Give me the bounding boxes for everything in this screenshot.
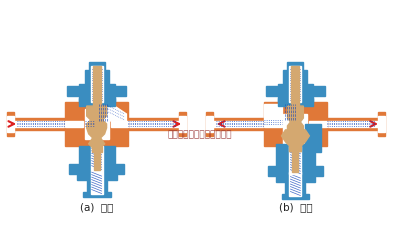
Bar (288, 63, 303, 71)
Bar (7, 112, 14, 136)
Text: 多仪阀门（上海）有限公司: 多仪阀门（上海）有限公司 (168, 130, 232, 139)
Bar (211, 121, 266, 127)
Bar (83, 97, 110, 152)
Bar (87, 170, 106, 194)
Text: (a)  分流: (a) 分流 (80, 202, 113, 212)
Bar (292, 150, 298, 172)
Bar (206, 112, 213, 136)
Polygon shape (87, 128, 106, 148)
Bar (292, 67, 299, 106)
Bar (290, 172, 301, 196)
Polygon shape (288, 106, 303, 130)
Bar (276, 144, 315, 174)
Bar (91, 170, 102, 194)
Bar (278, 85, 313, 103)
Bar (290, 146, 301, 174)
Bar (77, 170, 116, 180)
Bar (286, 172, 305, 196)
Bar (325, 118, 380, 130)
Bar (126, 121, 181, 127)
Bar (79, 85, 114, 103)
Text: (b)  合流: (b) 合流 (279, 202, 312, 212)
Bar (309, 121, 327, 127)
Bar (305, 124, 321, 152)
Bar (264, 121, 282, 127)
Bar (276, 172, 315, 182)
Bar (266, 87, 325, 97)
Bar (264, 103, 284, 146)
Bar (79, 99, 114, 106)
Bar (282, 194, 309, 200)
Bar (307, 103, 327, 146)
Bar (91, 67, 102, 103)
Bar (94, 146, 100, 170)
Bar (67, 87, 126, 97)
Polygon shape (87, 106, 106, 128)
Bar (284, 114, 307, 144)
Bar (89, 63, 104, 71)
Bar (12, 118, 67, 130)
Bar (97, 109, 108, 139)
Bar (206, 117, 213, 132)
Bar (79, 146, 114, 170)
Bar (65, 121, 83, 127)
Bar (278, 99, 313, 106)
Bar (325, 121, 380, 127)
Polygon shape (282, 130, 309, 152)
Bar (268, 166, 323, 176)
Bar (93, 67, 101, 106)
Bar (65, 103, 85, 146)
Bar (378, 112, 385, 136)
Bar (92, 146, 102, 152)
Bar (179, 117, 186, 132)
Bar (290, 67, 301, 103)
Bar (69, 164, 124, 174)
Polygon shape (264, 105, 282, 121)
Bar (110, 121, 128, 127)
Bar (85, 109, 97, 139)
Bar (7, 117, 14, 132)
Bar (108, 103, 128, 146)
Bar (91, 146, 102, 170)
Bar (126, 118, 181, 130)
Bar (282, 103, 309, 152)
Polygon shape (97, 103, 126, 121)
Bar (179, 112, 186, 136)
Bar (83, 192, 110, 198)
Bar (378, 117, 385, 132)
Bar (211, 118, 266, 130)
Bar (85, 71, 108, 85)
Bar (12, 121, 67, 127)
Bar (284, 71, 307, 85)
